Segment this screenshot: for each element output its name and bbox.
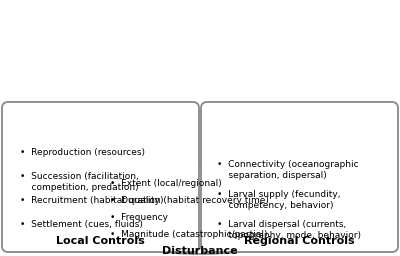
Text: •  Settlement (cues, fluids): • Settlement (cues, fluids): [20, 220, 143, 229]
Text: •  Frequency: • Frequency: [110, 213, 168, 222]
Text: •  Recruitment (habitat quality): • Recruitment (habitat quality): [20, 196, 164, 205]
Text: •  Larval dispersal (currents,
    topography, mode, behavior): • Larval dispersal (currents, topography…: [217, 220, 361, 240]
Text: •  Duration (habitat recovery time): • Duration (habitat recovery time): [110, 196, 269, 205]
Text: •  Larval supply (fecundity,
    competency, behavior): • Larval supply (fecundity, competency, …: [217, 190, 340, 210]
Text: Disturbance: Disturbance: [162, 246, 238, 256]
Text: •  Extent (local/regional): • Extent (local/regional): [110, 179, 222, 188]
Text: Regional Controls: Regional Controls: [244, 236, 355, 246]
Text: •  Succession (facilitation,
    competition, predation): • Succession (facilitation, competition,…: [20, 172, 139, 192]
FancyBboxPatch shape: [2, 102, 199, 252]
Text: •  Connectivity (oceanographic
    separation, dispersal): • Connectivity (oceanographic separation…: [217, 160, 359, 180]
Text: •  Reproduction (resources): • Reproduction (resources): [20, 148, 145, 157]
Ellipse shape: [78, 166, 322, 254]
FancyBboxPatch shape: [201, 102, 398, 252]
Text: •  Magnitude (catastrophic/partial): • Magnitude (catastrophic/partial): [110, 230, 268, 239]
Text: Local Controls: Local Controls: [56, 236, 145, 246]
